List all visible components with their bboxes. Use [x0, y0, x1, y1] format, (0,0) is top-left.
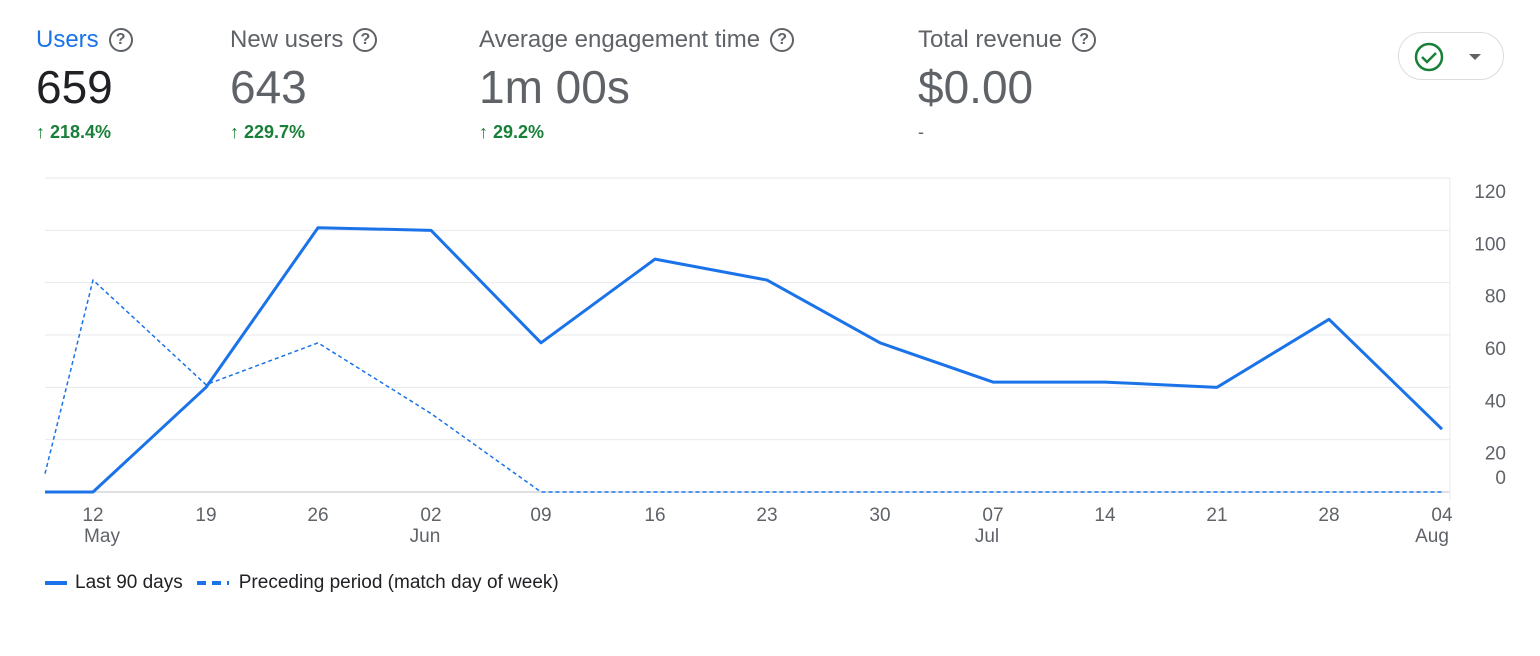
- help-icon[interactable]: ?: [353, 28, 378, 52]
- check-circle-icon: [1414, 42, 1481, 72]
- metric-label: Total revenue: [918, 26, 1063, 53]
- metric-total-revenue[interactable]: Total revenue? $0.00 -: [918, 26, 1097, 143]
- arrow-up-icon: ↑: [479, 122, 494, 142]
- legend-dashed-swatch: [196, 581, 229, 585]
- x-tick-label: 16: [644, 505, 665, 526]
- x-tick-label: 30: [869, 505, 890, 526]
- help-icon[interactable]: ?: [108, 28, 133, 52]
- x-tick-month: May: [84, 526, 120, 547]
- legend-label: Preceding period (match day of week): [238, 572, 559, 593]
- arrow-up-icon: ↑: [230, 122, 245, 142]
- x-tick-label: 02: [420, 505, 441, 526]
- x-tick-label: 23: [756, 505, 777, 526]
- metric-delta: ↑ 29.2%: [479, 122, 545, 142]
- y-tick-label: 60: [1485, 339, 1506, 360]
- x-tick-label: 07: [982, 505, 1003, 526]
- x-tick-label: 14: [1094, 505, 1116, 526]
- chart-legend: Last 90 days Preceding period (match day…: [45, 572, 559, 594]
- chevron-down-icon: [1469, 54, 1481, 60]
- status-dropdown[interactable]: [1398, 32, 1504, 80]
- help-icon[interactable]: ?: [1072, 28, 1097, 52]
- x-tick-label: 21: [1206, 505, 1227, 526]
- metric-users[interactable]: Users? 659 ↑ 218.4%: [36, 26, 133, 143]
- x-tick-month: Jun: [410, 526, 441, 547]
- x-tick-label: 26: [307, 505, 328, 526]
- metric-value: 1m 00s: [479, 61, 630, 113]
- metric-delta: -: [918, 122, 924, 142]
- arrow-up-icon: ↑: [36, 122, 51, 142]
- metric-label: Users: [36, 26, 99, 53]
- x-tick-month: Jul: [975, 526, 999, 547]
- metric-label: Average engagement time: [479, 26, 761, 53]
- legend-label: Last 90 days: [75, 572, 183, 593]
- y-tick-label: 0: [1495, 468, 1506, 489]
- x-tick-label: 28: [1318, 505, 1339, 526]
- x-tick-month: Aug: [1415, 526, 1449, 547]
- x-tick-label: 12: [82, 505, 103, 526]
- x-tick-label: 04: [1431, 505, 1453, 526]
- metric-label: New users: [230, 26, 344, 53]
- x-tick-label: 09: [530, 505, 551, 526]
- metric-delta: ↑ 218.4%: [36, 122, 112, 142]
- y-tick-label: 40: [1485, 391, 1506, 412]
- legend-solid-swatch: [45, 581, 67, 585]
- metric-delta: ↑ 229.7%: [230, 122, 306, 142]
- y-tick-label: 80: [1485, 287, 1506, 308]
- series-line-preceding-period: [44, 279, 1442, 493]
- x-tick-label: 19: [195, 505, 216, 526]
- metric-value: 659: [36, 61, 113, 113]
- metric-engagement-time[interactable]: Average engagement time? 1m 00s ↑ 29.2%: [479, 26, 795, 143]
- help-icon[interactable]: ?: [770, 28, 795, 52]
- series-line-last-90-days: [45, 226, 1444, 494]
- metric-value: $0.00: [918, 61, 1034, 113]
- y-tick-label: 100: [1474, 234, 1506, 255]
- metric-new-users[interactable]: New users? 643 ↑ 229.7%: [230, 26, 378, 143]
- metric-value: 643: [230, 61, 307, 113]
- y-tick-label: 20: [1485, 444, 1506, 465]
- y-tick-label: 120: [1474, 182, 1506, 203]
